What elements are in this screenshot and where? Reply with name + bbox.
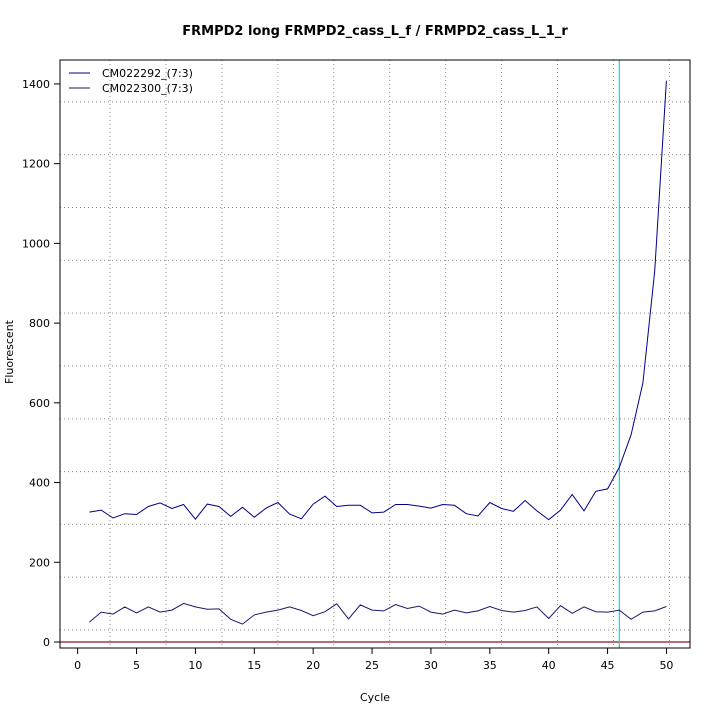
x-tick-label: 5 xyxy=(133,659,140,672)
legend-label-1: CM022292_(7:3) xyxy=(102,67,193,80)
x-tick-label: 35 xyxy=(483,659,497,672)
x-tick-label: 15 xyxy=(247,659,261,672)
y-tick-label: 1400 xyxy=(22,78,50,91)
x-tick-label: 40 xyxy=(542,659,556,672)
y-tick-label: 1000 xyxy=(22,237,50,250)
chart-title: FRMPD2 long FRMPD2_cass_L_f / FRMPD2_cas… xyxy=(182,24,568,39)
x-tick-label: 45 xyxy=(601,659,615,672)
y-tick-label: 800 xyxy=(29,317,50,330)
y-tick-label: 200 xyxy=(29,556,50,569)
x-tick-label: 30 xyxy=(424,659,438,672)
x-axis-label: Cycle xyxy=(360,691,390,704)
reference-lines xyxy=(60,60,690,648)
grid xyxy=(60,60,690,648)
y-axis-label: Fluorescent xyxy=(3,319,16,384)
x-tick-label: 0 xyxy=(74,659,81,672)
x-tick-label: 20 xyxy=(306,659,320,672)
series-line-2 xyxy=(89,602,667,625)
y-tick-label: 1200 xyxy=(22,158,50,171)
y-axis: 0 200 400 600 800 1000 1200 1400 xyxy=(22,78,61,649)
plot-frame xyxy=(59,59,691,649)
y-tick-label: 0 xyxy=(43,636,50,649)
legend-label-2: CM022300_(7:3) xyxy=(102,82,193,95)
x-tick-label: 10 xyxy=(188,659,202,672)
x-axis: 0 5 10 15 20 25 30 35 40 45 50 xyxy=(74,647,673,672)
series-lines xyxy=(89,80,667,625)
y-tick-label: 400 xyxy=(29,477,50,490)
series-line-1 xyxy=(89,80,667,521)
x-tick-label: 25 xyxy=(365,659,379,672)
legend: CM022292_(7:3) CM022300_(7:3) xyxy=(69,67,193,95)
y-tick-label: 600 xyxy=(29,397,50,410)
x-tick-label: 50 xyxy=(659,659,673,672)
